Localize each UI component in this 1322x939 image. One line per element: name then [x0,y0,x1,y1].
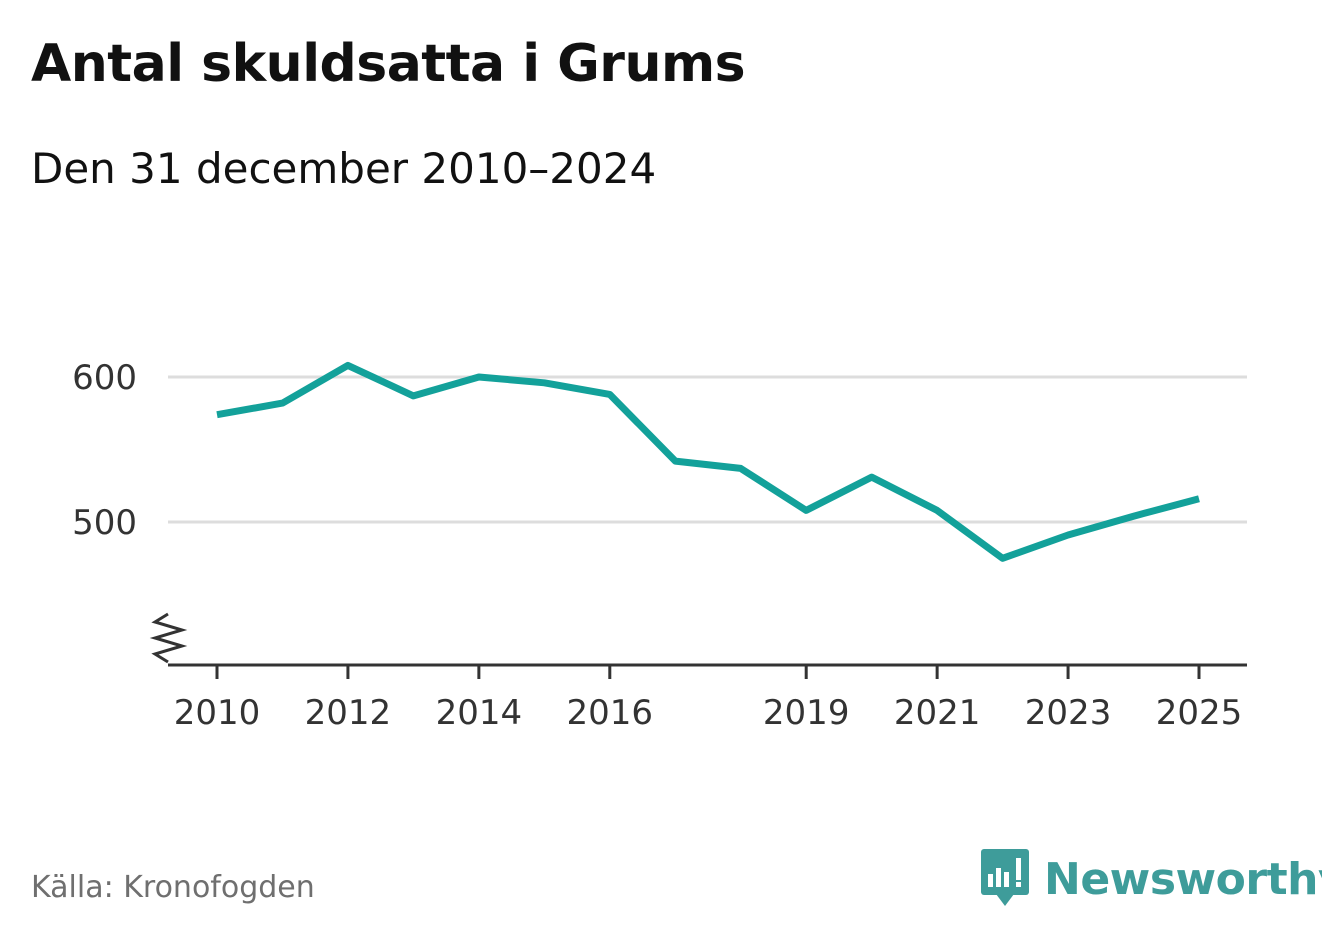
grid-lines [168,375,1247,524]
chart-subtitle: Den 31 december 2010–2024 [31,144,657,193]
x-tick-label-2019: 2019 [763,693,850,733]
y-tick-label-500: 500 [72,503,137,543]
x-tick-label-2021: 2021 [894,693,981,733]
newsworthy-logo: Newsworthy [980,848,1322,910]
brand-name: Newsworthy [1044,853,1322,905]
chart-title: Antal skuldsatta i Grums [31,34,746,94]
series-line-0 [216,361,1200,562]
series-layer [216,361,1200,562]
x-tick-label-2012: 2012 [305,693,392,733]
x-tick-label-2025: 2025 [1156,693,1243,733]
y-tick-labels: 500 600 [72,358,137,543]
x-tick-label-2016: 2016 [567,693,654,733]
y-tick-label-600: 600 [72,358,137,398]
x-tick-labels: 2010 2012 2014 2016 2019 2021 2023 2025 [174,693,1243,733]
x-tick-label-2023: 2023 [1025,693,1112,733]
axis-break-icon [149,612,188,664]
x-tick-label-2014: 2014 [436,693,523,733]
source-note: Källa: Kronofogden [31,870,315,905]
x-tick-label-2010: 2010 [174,693,261,733]
x-axis [149,612,1247,679]
bar-chart-speech-bubble-icon [981,849,1029,906]
